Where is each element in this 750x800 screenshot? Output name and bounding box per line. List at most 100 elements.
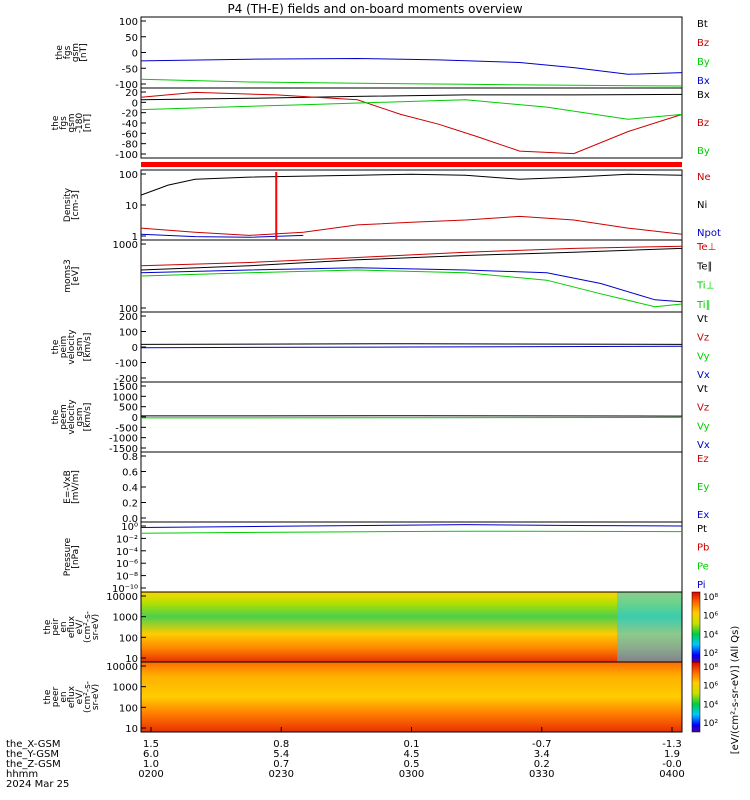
ytick-label: 10	[125, 201, 138, 212]
ylabel-line: fgs	[59, 116, 69, 130]
ytick-label: -60	[122, 129, 138, 140]
ytick-label: 0.8	[122, 452, 138, 463]
legend-entry: Vy	[697, 421, 710, 432]
series-line-Ne	[140, 215, 683, 236]
legend-entry: Vz	[697, 333, 709, 344]
panel-frame-p1	[140, 16, 683, 89]
ytick-label: 10	[125, 654, 138, 665]
ytick-label: 10⁻⁸	[116, 572, 138, 583]
legend-entry: Te⊥	[696, 242, 716, 253]
colorbar-tick: 10⁶	[703, 612, 718, 622]
xaxis-value: 0400	[659, 769, 684, 780]
panel-frame-p3	[140, 169, 683, 241]
ylabel-line: gsm	[75, 407, 85, 426]
ytick-label: 0.4	[122, 483, 138, 494]
xaxis-value: 0.7	[273, 759, 289, 770]
legend-entry: Vx	[697, 440, 710, 451]
colorbar-tick: 10⁴	[703, 630, 718, 640]
xaxis-value: -0.7	[532, 739, 552, 750]
legend-entry: By	[697, 146, 710, 157]
ytick-label: 1000	[113, 240, 138, 251]
ytick-label: -100	[115, 150, 138, 161]
colorbar-scale	[691, 591, 701, 663]
ytick-label: 1000	[113, 392, 138, 403]
ylabel-line: en	[59, 621, 69, 632]
xaxis-value: -0.0	[662, 759, 682, 770]
ylabel-line: fgs	[63, 45, 73, 59]
ytick-label: 0.0	[122, 514, 138, 525]
xaxis-date: 2024 Mar 25	[6, 779, 69, 790]
ytick-label: 1000	[113, 683, 138, 694]
series-line-Ti⊥	[140, 267, 683, 303]
ytick-label: 500	[119, 403, 138, 414]
ylabel-line: E=-VxB	[63, 470, 73, 504]
xaxis-value: 0300	[399, 769, 424, 780]
series-line-Pe	[140, 530, 683, 534]
ytick-label: -100	[115, 359, 138, 370]
series-line-Ni	[140, 173, 683, 196]
colorbar-tick: 10⁸	[703, 593, 718, 603]
legend-entry: Ne	[697, 172, 711, 183]
colorbar-tick: 10⁴	[703, 700, 718, 710]
ytick-label: 10⁻⁶	[116, 559, 138, 570]
colorbar-scale	[691, 661, 701, 733]
data-gap-strip	[141, 162, 682, 167]
ylabel-line: velocity	[67, 399, 77, 435]
legend-entry: Pb	[697, 543, 709, 554]
series-line-Vt	[140, 343, 683, 345]
series-line-Vx	[140, 345, 683, 349]
legend-entry: Ti∥	[696, 300, 711, 311]
series-line-Bz	[140, 91, 683, 155]
legend-entry: Bx	[697, 90, 710, 101]
legend-entry: Bx	[697, 76, 710, 87]
ytick-label: 10⁻²	[116, 534, 138, 545]
ytick-label: -100	[115, 80, 138, 91]
legend-entry: Vx	[697, 370, 710, 381]
ylabel-line: eflux	[67, 685, 77, 708]
panel-p9: 10000 1000 100 10 thepeirenefluxeV/(cm²-s-sr…	[43, 591, 683, 665]
legend-entry: Ez	[697, 454, 709, 465]
ytick-label: 10000	[106, 592, 138, 603]
ylabel-line: the	[43, 689, 53, 704]
legend-entry: Vy	[697, 351, 710, 362]
ylabel-line: moms3	[63, 259, 73, 292]
legend-entry: Ti⊥	[696, 281, 714, 292]
ytick-label: 0.6	[122, 468, 138, 479]
ytick-label: 10	[125, 724, 138, 735]
ylabel-line: peir	[51, 618, 61, 636]
xaxis-value: 0200	[138, 769, 163, 780]
legend-entry: Te∥	[696, 261, 713, 272]
ylabel-line: eV/	[75, 619, 85, 635]
ytick-label: -50	[122, 64, 138, 75]
xaxis-value: 0.2	[534, 759, 550, 770]
panel-p7: 0.8 0.6 0.4 0.2 0.0 E=-VxB[mV/m] Ez Ey Ex	[63, 451, 709, 525]
ylabel-line: eV/	[75, 689, 85, 705]
ylabel-line: the	[55, 45, 65, 60]
ylabel-line: peim	[59, 336, 69, 359]
ytick-label: 100	[119, 703, 138, 714]
ylabel-line: -180	[75, 113, 85, 134]
xaxis-row-label: the_Y-GSM	[6, 749, 59, 760]
legend-entry: Pe	[697, 561, 709, 572]
panels: 100500-50-100thefgsgsm[nT]BtBzByBx200-20…	[43, 16, 721, 735]
ylabel-line: [nT]	[83, 114, 93, 132]
series-line-Vy	[140, 416, 683, 419]
ylabel-line: the	[51, 339, 61, 354]
ytick-label: -80	[122, 140, 138, 151]
panel-p10: 10000 1000 100 10 thepeerenefluxeV/(cm²-s-sr…	[43, 661, 683, 735]
ytick-label: 100	[119, 170, 138, 181]
xaxis-value: 6.0	[143, 749, 159, 760]
xaxis-value: 4.5	[404, 749, 420, 760]
ylabel-line: [km/s]	[83, 333, 93, 362]
legend-entry: Bz	[697, 118, 709, 129]
ylabel-line: en	[59, 691, 69, 702]
ylabel-line: eflux	[67, 615, 77, 638]
xaxis-value: 0230	[269, 769, 294, 780]
colorbar-tick: 10²	[703, 719, 718, 729]
ytick-label: -500	[115, 423, 138, 434]
ytick-label: 0	[132, 98, 138, 109]
ytick-label: -200	[115, 374, 138, 385]
ylabel-line: Density	[63, 187, 73, 222]
